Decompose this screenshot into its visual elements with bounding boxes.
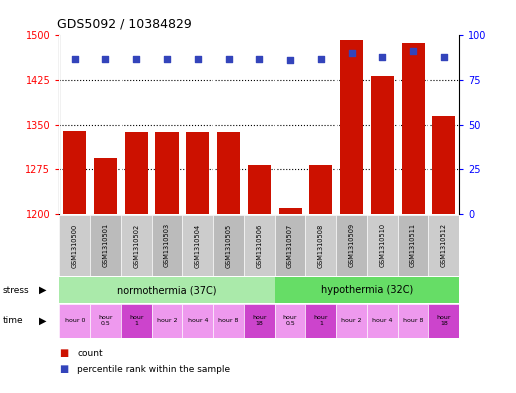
Point: [378, 54, 386, 60]
Bar: [94, 158, 117, 214]
Bar: [182, 304, 213, 338]
Bar: [90, 215, 121, 276]
Bar: [275, 215, 305, 276]
Bar: [428, 215, 459, 276]
Text: hour 8: hour 8: [218, 318, 239, 323]
Bar: [63, 131, 86, 214]
Bar: [309, 165, 332, 214]
Bar: [186, 132, 209, 214]
Bar: [428, 304, 459, 338]
Bar: [244, 215, 275, 276]
Text: stress: stress: [3, 286, 29, 294]
Bar: [305, 304, 336, 338]
Bar: [213, 215, 244, 276]
Bar: [59, 277, 275, 303]
Bar: [371, 76, 394, 214]
Bar: [59, 215, 90, 276]
Text: hypothermia (32C): hypothermia (32C): [321, 285, 413, 295]
Text: count: count: [77, 349, 103, 358]
Bar: [275, 277, 459, 303]
Bar: [398, 304, 428, 338]
Point: [347, 50, 356, 56]
Bar: [367, 304, 398, 338]
Text: GSM1310509: GSM1310509: [349, 223, 354, 268]
Bar: [217, 132, 240, 214]
Point: [224, 55, 233, 62]
Text: hour 4: hour 4: [372, 318, 393, 323]
Bar: [336, 304, 367, 338]
Text: GSM1310507: GSM1310507: [287, 223, 293, 268]
Text: GSM1310506: GSM1310506: [256, 223, 262, 268]
Text: GSM1310501: GSM1310501: [103, 223, 108, 268]
Bar: [90, 304, 121, 338]
Bar: [155, 132, 179, 214]
Text: percentile rank within the sample: percentile rank within the sample: [77, 365, 231, 373]
Text: GSM1310510: GSM1310510: [379, 223, 385, 268]
Text: hour 0: hour 0: [64, 318, 85, 323]
Text: hour
1: hour 1: [129, 316, 143, 326]
Point: [286, 57, 294, 64]
Point: [163, 55, 171, 62]
Point: [317, 55, 325, 62]
Text: GSM1310508: GSM1310508: [318, 223, 324, 268]
Bar: [152, 215, 182, 276]
Text: hour 8: hour 8: [403, 318, 423, 323]
Text: hour
1: hour 1: [314, 316, 328, 326]
Text: ▶: ▶: [39, 285, 46, 295]
Bar: [182, 215, 213, 276]
Text: GDS5092 / 10384829: GDS5092 / 10384829: [57, 18, 191, 31]
Bar: [367, 215, 398, 276]
Bar: [401, 43, 425, 214]
Text: hour 2: hour 2: [157, 318, 178, 323]
Text: hour
0.5: hour 0.5: [98, 316, 112, 326]
Point: [71, 55, 79, 62]
Bar: [279, 208, 301, 214]
Bar: [213, 304, 244, 338]
Point: [440, 54, 448, 60]
Bar: [248, 165, 271, 214]
Text: hour 4: hour 4: [187, 318, 208, 323]
Text: time: time: [3, 316, 23, 325]
Bar: [152, 304, 182, 338]
Bar: [121, 304, 152, 338]
Text: ▶: ▶: [39, 316, 46, 326]
Bar: [398, 215, 428, 276]
Text: hour
18: hour 18: [437, 316, 451, 326]
Text: hour
18: hour 18: [252, 316, 267, 326]
Bar: [59, 304, 90, 338]
Point: [194, 55, 202, 62]
Text: normothermia (37C): normothermia (37C): [117, 285, 217, 295]
Bar: [305, 215, 336, 276]
Text: GSM1310505: GSM1310505: [225, 223, 232, 268]
Bar: [340, 40, 363, 214]
Point: [255, 55, 263, 62]
Bar: [121, 215, 152, 276]
Point: [101, 55, 109, 62]
Text: GSM1310511: GSM1310511: [410, 224, 416, 267]
Text: GSM1310504: GSM1310504: [195, 223, 201, 268]
Point: [409, 48, 417, 55]
Text: ■: ■: [59, 364, 69, 374]
Text: GSM1310512: GSM1310512: [441, 223, 447, 268]
Text: ■: ■: [59, 348, 69, 358]
Bar: [275, 304, 305, 338]
Text: hour
0.5: hour 0.5: [283, 316, 297, 326]
Text: GSM1310500: GSM1310500: [72, 223, 78, 268]
Text: GSM1310503: GSM1310503: [164, 223, 170, 268]
Bar: [125, 132, 148, 214]
Bar: [432, 116, 456, 214]
Point: [132, 55, 140, 62]
Text: hour 2: hour 2: [341, 318, 362, 323]
Text: GSM1310502: GSM1310502: [133, 223, 139, 268]
Bar: [336, 215, 367, 276]
Bar: [244, 304, 275, 338]
